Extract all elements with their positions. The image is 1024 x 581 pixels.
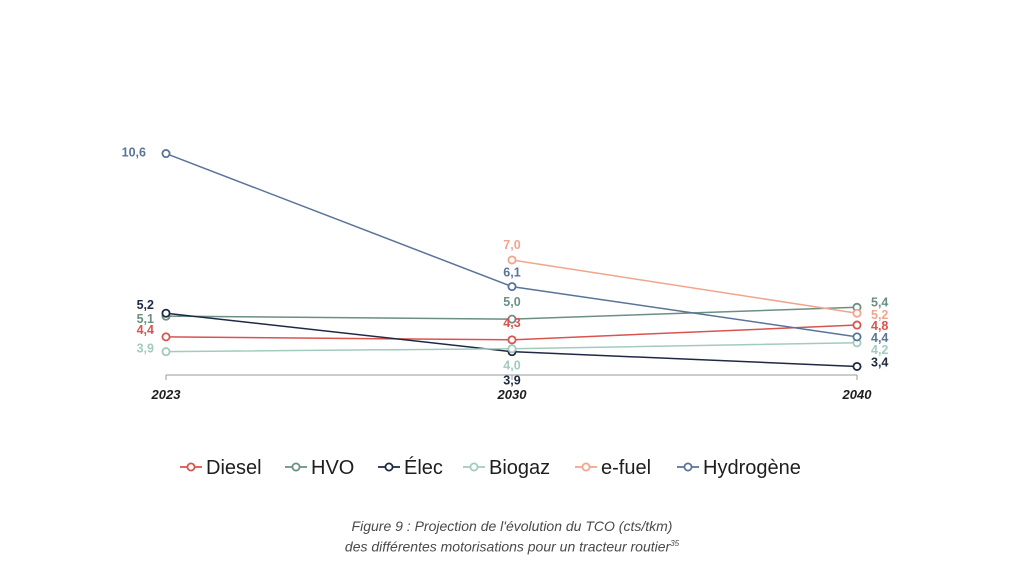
data-label: 4,0 [503,359,520,373]
series-line-e-fuel [511,259,858,314]
x-tick-label: 2040 [842,387,873,402]
caption-line-2-text: des différentes motorisations pour un tr… [344,538,671,555]
data-point [161,308,171,318]
data-point [161,332,171,342]
data-point [852,308,862,318]
data-point [507,335,517,345]
legend-label: e-fuel [601,457,651,479]
figure-caption: Figure 9 : Projection de l'évolution du … [0,517,1024,556]
legend-marker [384,462,394,472]
data-label: 5,2 [137,298,154,312]
data-label: 6,1 [503,266,520,280]
data-point [161,149,171,159]
legend-marker [186,462,196,472]
data-point [507,314,517,324]
data-label: 5,2 [871,308,888,322]
data-label: 3,9 [503,374,520,388]
data-label: 3,4 [871,355,888,369]
data-point [161,347,171,357]
data-point [852,332,862,342]
caption-line-1: Figure 9 : Projection de l'évolution du … [351,518,673,534]
legend-label: Diesel [206,457,262,479]
legend-marker [581,462,591,472]
legend-marker [683,462,693,472]
data-point [852,361,862,371]
data-label: 4,2 [871,343,888,357]
legend-label: HVO [311,457,354,479]
data-label: 5,4 [871,295,888,309]
data-label: 7,0 [503,238,520,252]
data-label: 10,6 [122,146,146,160]
x-tick-label: 2030 [497,387,528,402]
legend-label: Hydrogène [703,457,801,479]
data-label: 4,8 [871,319,888,333]
legend-label: Biogaz [489,457,550,479]
data-label: 4,3 [503,316,520,330]
data-label: 5,1 [137,312,154,326]
legend-marker [469,462,479,472]
data-label: 3,9 [137,342,154,356]
legend-label: Élec [404,456,443,479]
legend-marker [291,462,301,472]
data-point [507,255,517,265]
data-point [507,282,517,292]
data-point [852,320,862,330]
caption-footnote: 35 [670,539,680,548]
data-label: 5,0 [503,295,520,309]
data-label: 4,4 [871,331,888,345]
caption-line-2: des différentes motorisations pour un tr… [0,535,1024,556]
x-tick-label: 2023 [151,387,182,402]
data-point [507,344,517,354]
data-label: 4,4 [137,323,154,337]
